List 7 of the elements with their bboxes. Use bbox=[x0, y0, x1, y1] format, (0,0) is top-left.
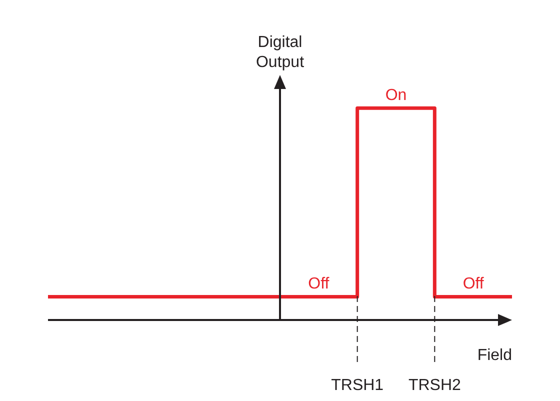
x-tick-label: TRSH2 bbox=[408, 377, 461, 394]
annotation: Off bbox=[308, 276, 330, 293]
text: On bbox=[385, 87, 407, 104]
x-axis-title: Field bbox=[477, 347, 512, 364]
y-axis-title: Digital Output bbox=[256, 34, 305, 71]
x-tick-label: TRSH1 bbox=[331, 377, 384, 394]
annotation: Off bbox=[462, 276, 484, 293]
